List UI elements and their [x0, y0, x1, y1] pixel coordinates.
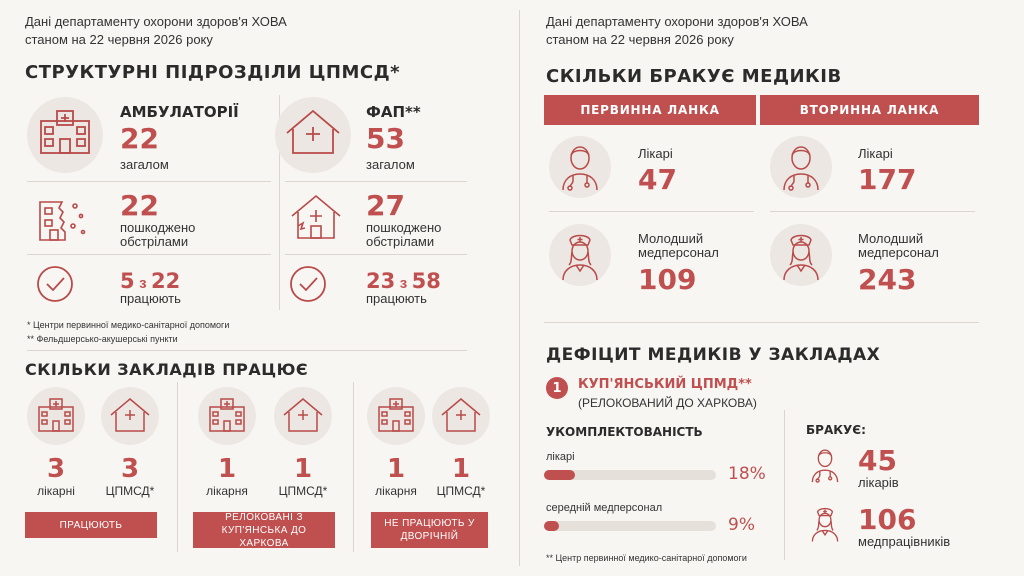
shortage-title: СКІЛЬКИ БРАКУЄ МЕДИКІВ [546, 66, 842, 87]
divider [353, 382, 354, 552]
working-title: СКІЛЬКИ ЗАКЛАДІВ ПРАЦЮЄ [25, 360, 309, 379]
house-medical-icon [432, 387, 490, 445]
item-sub: (РЕЛОКОВАНИЙ ДО ХАРКОВА) [578, 396, 757, 410]
primary-junior-label2: медперсонал [638, 245, 719, 260]
fap-damaged-label1: пошкоджено [366, 220, 442, 235]
fap-damaged-label2: обстрілами [366, 234, 435, 249]
footnote-right: ** Центр первинної медико-санітарної доп… [546, 553, 747, 563]
amb-working-label: працюють [120, 291, 181, 306]
amb-damaged: 22 [120, 189, 159, 222]
divider [549, 211, 754, 212]
divider [770, 211, 975, 212]
footnote-cpmsd: * Центри первинної медико-санітарної доп… [27, 320, 230, 330]
check-circle-icon [288, 264, 328, 304]
secondary-junior: 243 [858, 263, 917, 296]
bar-mid-fill [544, 521, 560, 531]
lack-title: БРАКУЄ: [806, 423, 866, 437]
secondary-junior-label2: медперсонал [858, 245, 939, 260]
amb-total: 22 [120, 122, 159, 155]
nurse-icon [549, 224, 611, 286]
primary-junior: 109 [638, 263, 697, 296]
damaged-clinic-icon [35, 192, 93, 242]
lack-doctors: 45 [858, 444, 897, 477]
center-divider [519, 10, 520, 566]
bar-doctors-track [544, 470, 716, 480]
damaged-house-icon [288, 190, 344, 242]
house-medical-icon [101, 387, 159, 445]
divider [177, 382, 178, 552]
primary-junior-label1: Молодший [638, 231, 704, 246]
doctor-icon [802, 442, 848, 488]
hospital-icon [198, 387, 256, 445]
fap-name: ФАП** [366, 103, 421, 121]
nurse-icon [770, 224, 832, 286]
status-not-working-button: НЕ ПРАЦЮЮТЬ У ДВОРІЧНІЙ [371, 512, 488, 548]
divider [544, 322, 979, 323]
bar-doctors-label: лікарі [546, 451, 575, 463]
amb-damaged-label1: пошкоджено [120, 220, 196, 235]
bar-doctors-pct: 18% [728, 464, 766, 484]
fap-total: 53 [366, 122, 405, 155]
house-medical-icon [274, 387, 332, 445]
fap-total-label: загалом [366, 157, 415, 172]
lack-med: 106 [858, 503, 917, 536]
divider [27, 254, 271, 255]
tab-secondary: ВТОРИННА ЛАНКА [760, 95, 979, 125]
status-working-button: ПРАЦЮЮТЬ [25, 512, 157, 538]
primary-doctors: 47 [638, 163, 677, 196]
nurse-icon [802, 498, 848, 548]
divider [27, 181, 271, 182]
status-relocated-button: РЕЛОКОВАНІ З КУП'ЯНСЬКА ДО ХАРКОВА [193, 512, 335, 549]
amb-total-label: загалом [120, 157, 169, 172]
hospital-icon [27, 387, 85, 445]
source-note-right: Дані департаменту охорони здоров'я ХОВА … [546, 14, 808, 47]
group3-hosp: 1 лікарня [375, 454, 417, 498]
divider [285, 254, 467, 255]
secondary-doctors: 177 [858, 163, 917, 196]
secondary-doctors-label: Лікарі [858, 146, 893, 161]
group1-cpmsd: 3 ЦПМСД* [105, 454, 155, 498]
fap-damaged: 27 [366, 189, 405, 222]
divider [27, 350, 467, 351]
bar-mid-track [544, 521, 716, 531]
house-medical-icon [275, 97, 351, 173]
footnote-fap: ** Фельдшерсько-акушерські пункти [27, 334, 178, 344]
clinic-icon [27, 97, 103, 173]
bar-doctors-fill [544, 470, 575, 480]
group2-cpmsd: 1 ЦПМСД* [278, 454, 328, 498]
staffing-title: УКОМПЛЕКТОВАНІСТЬ [546, 425, 703, 439]
item-number-badge: 1 [546, 377, 568, 399]
group2-hosp: 1 лікарня [206, 454, 248, 498]
bar-mid-pct: 9% [728, 515, 755, 535]
source-note: Дані департаменту охорони здоров'я ХОВА … [25, 14, 287, 47]
structure-title: СТРУКТУРНІ ПІДРОЗДІЛИ ЦПМСД* [25, 62, 401, 83]
check-circle-icon [35, 264, 75, 304]
doctor-icon [770, 136, 832, 198]
primary-doctors-label: Лікарі [638, 146, 673, 161]
divider [279, 95, 280, 310]
group3-cpmsd: 1 ЦПМСД* [436, 454, 486, 498]
item-name: КУП'ЯНСЬКИЙ ЦПМД** [578, 377, 752, 392]
group1-hosp: 3 лікарні [37, 454, 75, 498]
divider [784, 410, 785, 560]
tab-primary: ПЕРВИННА ЛАНКА [544, 95, 756, 125]
amb-damaged-label2: обстрілами [120, 234, 189, 249]
hospital-icon [367, 387, 425, 445]
secondary-junior-label1: Молодший [858, 231, 924, 246]
lack-doctors-label: лікарів [858, 475, 899, 490]
fap-working: 23 з 58 [366, 269, 441, 293]
amb-working: 5 з 22 [120, 269, 181, 293]
fap-working-label: працюють [366, 291, 427, 306]
amb-name: АМБУЛАТОРІЇ [120, 103, 239, 121]
deficit-title: ДЕФІЦИТ МЕДИКІВ У ЗАКЛАДАХ [546, 345, 881, 365]
lack-med-label: медпрацівників [858, 534, 951, 549]
divider [285, 181, 467, 182]
bar-mid-label: середній медперсонал [546, 502, 663, 514]
doctor-icon [549, 136, 611, 198]
